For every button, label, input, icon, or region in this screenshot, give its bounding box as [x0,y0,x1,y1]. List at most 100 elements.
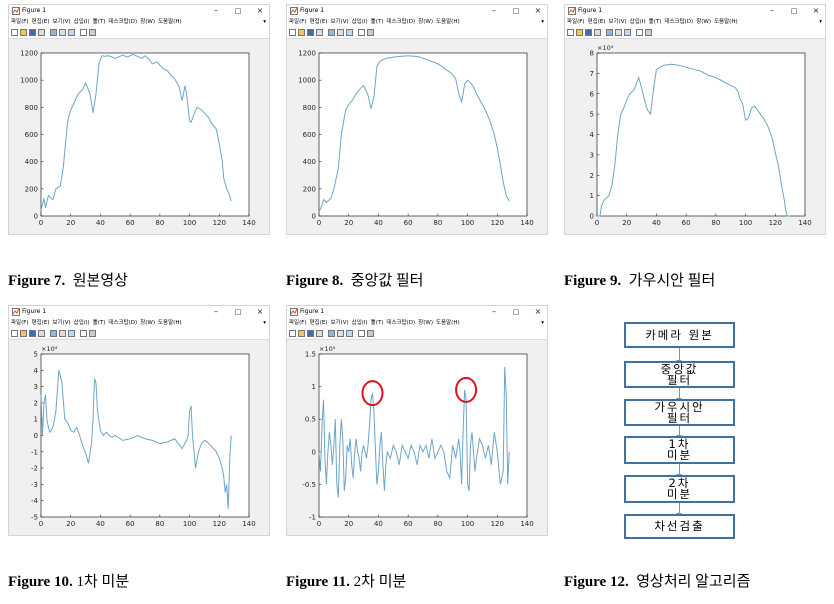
open-folder-icon[interactable] [298,29,305,36]
menu-overflow-icon[interactable]: ▾ [541,320,544,326]
zoom-icon[interactable] [328,29,335,36]
menu-item[interactable]: 툴(T) [92,320,106,326]
menu-item[interactable]: 데스크탑(D) [664,19,694,25]
menu-item[interactable]: 보기(V) [52,320,71,326]
maximize-icon[interactable]: □ [234,7,242,15]
zoom-icon[interactable] [50,29,57,36]
minimize-icon[interactable]: – [492,307,496,316]
pointer-icon[interactable] [80,29,87,36]
menu-item[interactable]: 창(W) [140,19,155,25]
print-icon[interactable] [38,29,45,36]
print-icon[interactable] [316,29,323,36]
menu-item[interactable]: 창(W) [140,320,155,326]
pointer-icon[interactable] [80,330,87,337]
data-cursor-icon[interactable] [59,330,66,337]
menu-item[interactable]: 삽입(I) [73,320,90,326]
menu-item[interactable]: 보기(V) [608,19,627,25]
open-folder-icon[interactable] [298,330,305,337]
minimize-icon[interactable]: – [492,6,496,15]
menu-item[interactable]: 창(W) [696,19,711,25]
menu-overflow-icon[interactable]: ▾ [263,320,266,326]
menu-item[interactable]: 툴(T) [92,19,106,25]
menu-item[interactable]: 삽입(I) [351,19,368,25]
menu-item[interactable]: 편집(E) [31,19,50,25]
menu-item[interactable]: 도움말(H) [158,320,182,326]
menu-item[interactable]: 도움말(H) [158,19,182,25]
save-icon[interactable] [29,330,36,337]
insert-colorbar-icon[interactable] [624,29,631,36]
menu-item[interactable]: 툴(T) [370,320,384,326]
print-icon[interactable] [594,29,601,36]
plot-tools-icon[interactable] [89,29,96,36]
save-icon[interactable] [585,29,592,36]
new-file-icon[interactable] [289,29,296,36]
zoom-icon[interactable] [606,29,613,36]
insert-colorbar-icon[interactable] [68,29,75,36]
menu-item[interactable]: 창(W) [418,19,433,25]
data-cursor-icon[interactable] [337,29,344,36]
menu-item[interactable]: 보기(V) [52,19,71,25]
insert-colorbar-icon[interactable] [346,29,353,36]
insert-colorbar-icon[interactable] [346,330,353,337]
menu-item[interactable]: 창(W) [418,320,433,326]
menu-overflow-icon[interactable]: ▾ [263,19,266,25]
maximize-icon[interactable]: □ [512,308,520,316]
menu-item[interactable]: 파일(F) [11,320,29,326]
maximize-icon[interactable]: □ [790,7,798,15]
save-icon[interactable] [29,29,36,36]
menu-item[interactable]: 데스크탑(D) [108,320,138,326]
menu-item[interactable]: 파일(F) [289,19,307,25]
plot-tools-icon[interactable] [367,29,374,36]
pointer-icon[interactable] [636,29,643,36]
menu-item[interactable]: 보기(V) [330,19,349,25]
menu-item[interactable]: 편집(E) [31,320,50,326]
menu-item[interactable]: 삽입(I) [629,19,646,25]
menu-item[interactable]: 툴(T) [648,19,662,25]
menu-item[interactable]: 편집(E) [309,320,328,326]
menu-overflow-icon[interactable]: ▾ [819,19,822,25]
data-cursor-icon[interactable] [615,29,622,36]
plot-tools-icon[interactable] [367,330,374,337]
menu-item[interactable]: 툴(T) [370,19,384,25]
close-icon[interactable]: × [534,307,542,316]
maximize-icon[interactable]: □ [512,7,520,15]
open-folder-icon[interactable] [20,330,27,337]
menu-item[interactable]: 편집(E) [309,19,328,25]
menu-item[interactable]: 삽입(I) [73,19,90,25]
open-folder-icon[interactable] [576,29,583,36]
menu-item[interactable]: 데스크탑(D) [386,320,416,326]
menu-item[interactable]: 파일(F) [11,19,29,25]
menu-item[interactable]: 파일(F) [567,19,585,25]
close-icon[interactable]: × [534,6,542,15]
menu-overflow-icon[interactable]: ▾ [541,19,544,25]
menu-item[interactable]: 데스크탑(D) [108,19,138,25]
data-cursor-icon[interactable] [59,29,66,36]
insert-colorbar-icon[interactable] [68,330,75,337]
menu-item[interactable]: 도움말(H) [436,19,460,25]
new-file-icon[interactable] [11,330,18,337]
menu-item[interactable]: 편집(E) [587,19,606,25]
close-icon[interactable]: × [256,6,264,15]
maximize-icon[interactable]: □ [234,308,242,316]
pointer-icon[interactable] [358,29,365,36]
plot-tools-icon[interactable] [645,29,652,36]
data-cursor-icon[interactable] [337,330,344,337]
zoom-icon[interactable] [50,330,57,337]
new-file-icon[interactable] [289,330,296,337]
menu-item[interactable]: 파일(F) [289,320,307,326]
close-icon[interactable]: × [256,307,264,316]
print-icon[interactable] [316,330,323,337]
minimize-icon[interactable]: – [214,6,218,15]
menu-item[interactable]: 도움말(H) [436,320,460,326]
minimize-icon[interactable]: – [770,6,774,15]
save-icon[interactable] [307,330,314,337]
menu-item[interactable]: 도움말(H) [714,19,738,25]
close-icon[interactable]: × [812,6,820,15]
menu-item[interactable]: 삽입(I) [351,320,368,326]
pointer-icon[interactable] [358,330,365,337]
save-icon[interactable] [307,29,314,36]
zoom-icon[interactable] [328,330,335,337]
menu-item[interactable]: 보기(V) [330,320,349,326]
menu-item[interactable]: 데스크탑(D) [386,19,416,25]
print-icon[interactable] [38,330,45,337]
